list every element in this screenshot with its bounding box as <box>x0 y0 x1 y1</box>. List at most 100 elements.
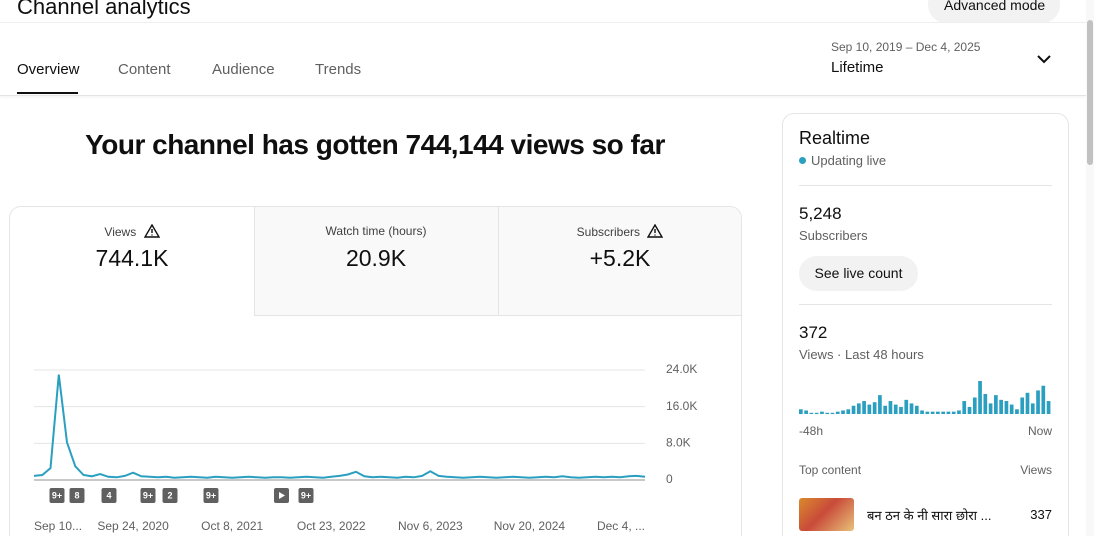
realtime-bar <box>804 410 808 414</box>
realtime-bar <box>983 393 988 414</box>
advanced-mode-button[interactable] <box>928 0 1060 23</box>
tab[interactable]: Content <box>118 61 171 78</box>
timeline-marker[interactable] <box>203 488 219 503</box>
tab[interactable]: Overview <box>17 61 80 78</box>
metric-label-text: Views <box>104 225 137 239</box>
metric-label[interactable]: Watch time (hours) <box>325 224 427 238</box>
warning-icon <box>647 223 664 238</box>
timeline-marker-label: 4 <box>106 490 111 500</box>
metric-value: +5.2K <box>589 245 651 271</box>
realtime-bar <box>957 410 961 414</box>
realtime-bar <box>999 399 1003 414</box>
timeline-marker[interactable] <box>162 488 178 503</box>
x-tick-label: Sep 10... <box>34 519 82 533</box>
x-tick-label: Dec 4, ... <box>597 519 645 533</box>
realtime-bar <box>814 412 819 414</box>
metric-label[interactable]: Subscribers <box>498 223 742 239</box>
realtime-bar <box>988 403 993 414</box>
views-line <box>33 374 646 479</box>
realtime-bar <box>1020 397 1025 414</box>
timeline-marker-label: 9+ <box>52 490 62 500</box>
realtime-bar <box>841 410 845 414</box>
date-range-label[interactable]: Lifetime <box>831 59 884 76</box>
timeline-marker-label: 9+ <box>143 490 153 500</box>
x-tick-label: Nov 20, 2024 <box>494 519 566 533</box>
realtime-bar <box>872 402 877 414</box>
warning-icon <box>143 223 160 238</box>
realtime-bar <box>978 381 982 414</box>
headline: Your channel has gotten 744,144 views so… <box>85 129 665 160</box>
realtime-bar <box>930 411 935 414</box>
realtime-bar <box>904 399 909 414</box>
realtime-bar <box>820 411 824 414</box>
metric-label[interactable]: Views <box>10 223 254 239</box>
timeline-marker-label: 2 <box>167 490 172 500</box>
realtime-title: Realtime <box>799 128 871 148</box>
play-icon <box>279 492 285 499</box>
metric-value: 744.1K <box>95 245 169 271</box>
realtime-bar <box>920 410 924 414</box>
video-thumbnail[interactable] <box>799 498 854 531</box>
realtime-bar <box>951 411 956 414</box>
top-content-label: Top content <box>799 463 862 477</box>
realtime-views-label: Views · Last 48 hours <box>799 347 924 362</box>
tab-indicator <box>17 92 78 94</box>
subscriber-label: Subscribers <box>799 228 868 243</box>
realtime-bar <box>1025 392 1030 414</box>
scrollbar[interactable] <box>1086 0 1094 536</box>
timeline-marker-label: 9+ <box>206 490 216 500</box>
x-tick-label: Oct 23, 2022 <box>297 519 366 533</box>
metric-tabs-bg <box>254 207 741 316</box>
realtime-views: 372 <box>799 323 828 342</box>
realtime-bar <box>899 406 903 414</box>
timeline-marker-label: 8 <box>74 490 79 500</box>
realtime-bar <box>825 412 830 414</box>
realtime-bar <box>878 395 882 414</box>
dropdown-chevron[interactable] <box>1035 52 1053 68</box>
tab[interactable]: Audience <box>212 61 275 78</box>
y-tick-label: 8.0K <box>666 436 691 450</box>
realtime-bar <box>925 411 930 414</box>
realtime-bar <box>830 412 835 414</box>
realtime-bar <box>1036 390 1040 414</box>
realtime-bar <box>962 401 967 414</box>
realtime-bar <box>867 404 872 414</box>
realtime-bar <box>967 406 972 414</box>
realtime-bar <box>856 403 861 414</box>
timeline-marker[interactable] <box>298 488 314 503</box>
realtime-bar <box>809 412 814 414</box>
divider <box>0 95 1086 96</box>
realtime-bar <box>936 411 940 414</box>
realtime-bar <box>972 397 977 414</box>
timeline-marker[interactable] <box>140 488 156 503</box>
divider <box>799 304 1052 305</box>
realtime-bar <box>941 411 946 414</box>
realtime-bar <box>1046 401 1051 414</box>
realtime-bar <box>799 409 803 414</box>
realtime-bar <box>1004 401 1009 414</box>
tab[interactable]: Trends <box>315 61 362 78</box>
x-tick-label: Sep 24, 2020 <box>97 519 169 533</box>
date-range: Sep 10, 2019 – Dec 4, 2025 <box>831 40 981 54</box>
x-tick-label: Oct 8, 2021 <box>201 519 263 533</box>
realtime-bar <box>1015 409 1019 414</box>
timeline-marker[interactable] <box>49 488 65 503</box>
divider <box>498 207 499 315</box>
realtime-bar <box>846 409 851 414</box>
chart-card <box>9 206 742 536</box>
video-title[interactable]: बन ठन के नी सारा छोरा ... <box>867 508 992 523</box>
realtime-bar <box>909 403 914 414</box>
realtime-bar <box>1009 404 1014 414</box>
live-count-button[interactable]: See live count <box>799 256 918 291</box>
realtime-bar <box>888 401 893 414</box>
divider <box>0 22 1086 23</box>
realtime-bar <box>893 404 898 414</box>
timeline-marker[interactable] <box>101 488 117 503</box>
y-tick-label: 16.0K <box>666 399 697 413</box>
metric-value: 20.9K <box>345 245 407 271</box>
timeline-marker[interactable] <box>69 488 85 503</box>
scrollbar-thumb[interactable] <box>1087 20 1093 165</box>
views-header: Views <box>1020 463 1052 477</box>
